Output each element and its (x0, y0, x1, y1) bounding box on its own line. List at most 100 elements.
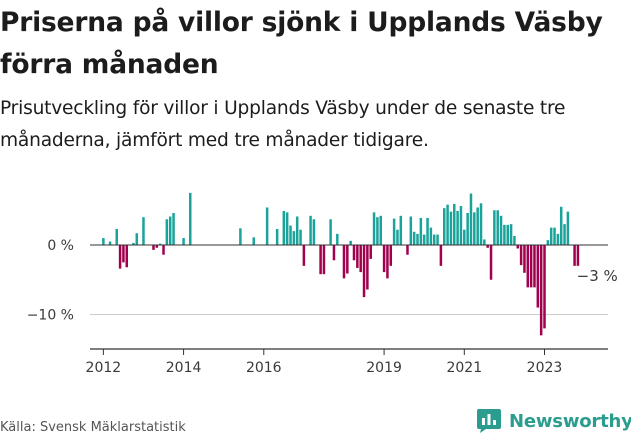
bar (312, 219, 316, 245)
bar (416, 233, 419, 245)
chart-subtitle: Prisutveckling för villor i Upplands Väs… (0, 98, 566, 151)
bar (125, 245, 129, 268)
bar (543, 245, 546, 329)
bar (406, 245, 409, 255)
bar (369, 245, 372, 259)
bar (379, 215, 382, 245)
bar (239, 228, 242, 245)
bar (168, 216, 172, 245)
bar (533, 245, 536, 288)
bar (476, 207, 479, 245)
x-tick-label: 2021 (446, 360, 482, 376)
bar (322, 245, 326, 275)
bar (559, 206, 563, 245)
last-value-annotation: −3 % (577, 267, 618, 285)
bar (526, 245, 530, 288)
x-tick-label: 2012 (86, 360, 122, 376)
bar (463, 229, 466, 245)
bar (332, 245, 336, 261)
bar (132, 242, 135, 245)
bar (453, 204, 456, 245)
bar (182, 238, 185, 245)
bar (162, 245, 165, 255)
bar (135, 233, 139, 245)
bar (372, 212, 376, 245)
bar (285, 212, 289, 245)
bar (386, 245, 389, 279)
bar (426, 217, 429, 245)
bar (172, 213, 175, 245)
bar (529, 245, 533, 288)
bar (446, 204, 449, 245)
bar (265, 207, 269, 245)
x-tick-label: 2014 (166, 360, 202, 376)
bar (573, 245, 576, 266)
bar (302, 245, 306, 266)
bar (292, 231, 296, 245)
bar (342, 245, 346, 279)
axes: 0 % −10 % 2012 2014 2016 2019 2021 2023 (27, 238, 608, 376)
bar (576, 245, 580, 266)
bar (299, 229, 302, 245)
bar (439, 245, 443, 266)
bar (356, 245, 359, 268)
bar (389, 245, 393, 266)
bar (349, 240, 352, 245)
bar (473, 212, 476, 245)
bar (189, 192, 192, 246)
bar (152, 245, 155, 250)
bar (376, 217, 379, 245)
bar (346, 245, 349, 274)
bar (392, 218, 396, 245)
brand-logo[interactable]: Newsworthy (476, 408, 631, 434)
bar (483, 239, 486, 245)
bar (523, 245, 526, 273)
bar (503, 224, 506, 245)
bar (352, 245, 356, 261)
bar (289, 225, 292, 245)
bar (459, 206, 463, 245)
bar (359, 245, 362, 273)
bar (466, 213, 469, 245)
bar (489, 245, 493, 280)
bar (546, 240, 550, 245)
bar (563, 224, 566, 245)
bar (513, 235, 516, 245)
x-tick-label: 2016 (246, 360, 282, 376)
bar (443, 208, 446, 245)
bar (499, 215, 503, 245)
bar (329, 219, 332, 245)
bar (396, 229, 399, 245)
bar (506, 224, 509, 245)
bar (108, 241, 112, 245)
bar (553, 227, 556, 246)
y-tick-label: 0 % (47, 238, 74, 254)
bar (479, 203, 483, 245)
bar (412, 231, 416, 245)
bar (449, 211, 453, 245)
bar (549, 227, 553, 246)
bar (295, 216, 299, 245)
bar (336, 233, 339, 245)
bar (493, 210, 496, 245)
bar (456, 210, 459, 245)
bar (118, 245, 122, 269)
chart-title: Priserna på villor sjönk i Upplands Väsb… (0, 7, 603, 80)
bar (102, 238, 105, 245)
brand-name: Newsworthy (509, 410, 631, 432)
bar (496, 210, 499, 245)
bar (422, 234, 426, 245)
bar (432, 234, 436, 245)
bar (282, 210, 286, 245)
bar (362, 245, 366, 298)
bar (486, 245, 489, 248)
x-tick-label: 2019 (366, 360, 402, 376)
bar (155, 245, 159, 248)
bar (158, 243, 162, 245)
source-label: Källa: Svensk Mäklarstatistik (0, 420, 186, 435)
newsworthy-logo-icon (477, 409, 501, 433)
bar (366, 245, 369, 290)
bar (436, 234, 439, 245)
x-tick-label: 2023 (527, 360, 563, 376)
bar (419, 217, 423, 245)
